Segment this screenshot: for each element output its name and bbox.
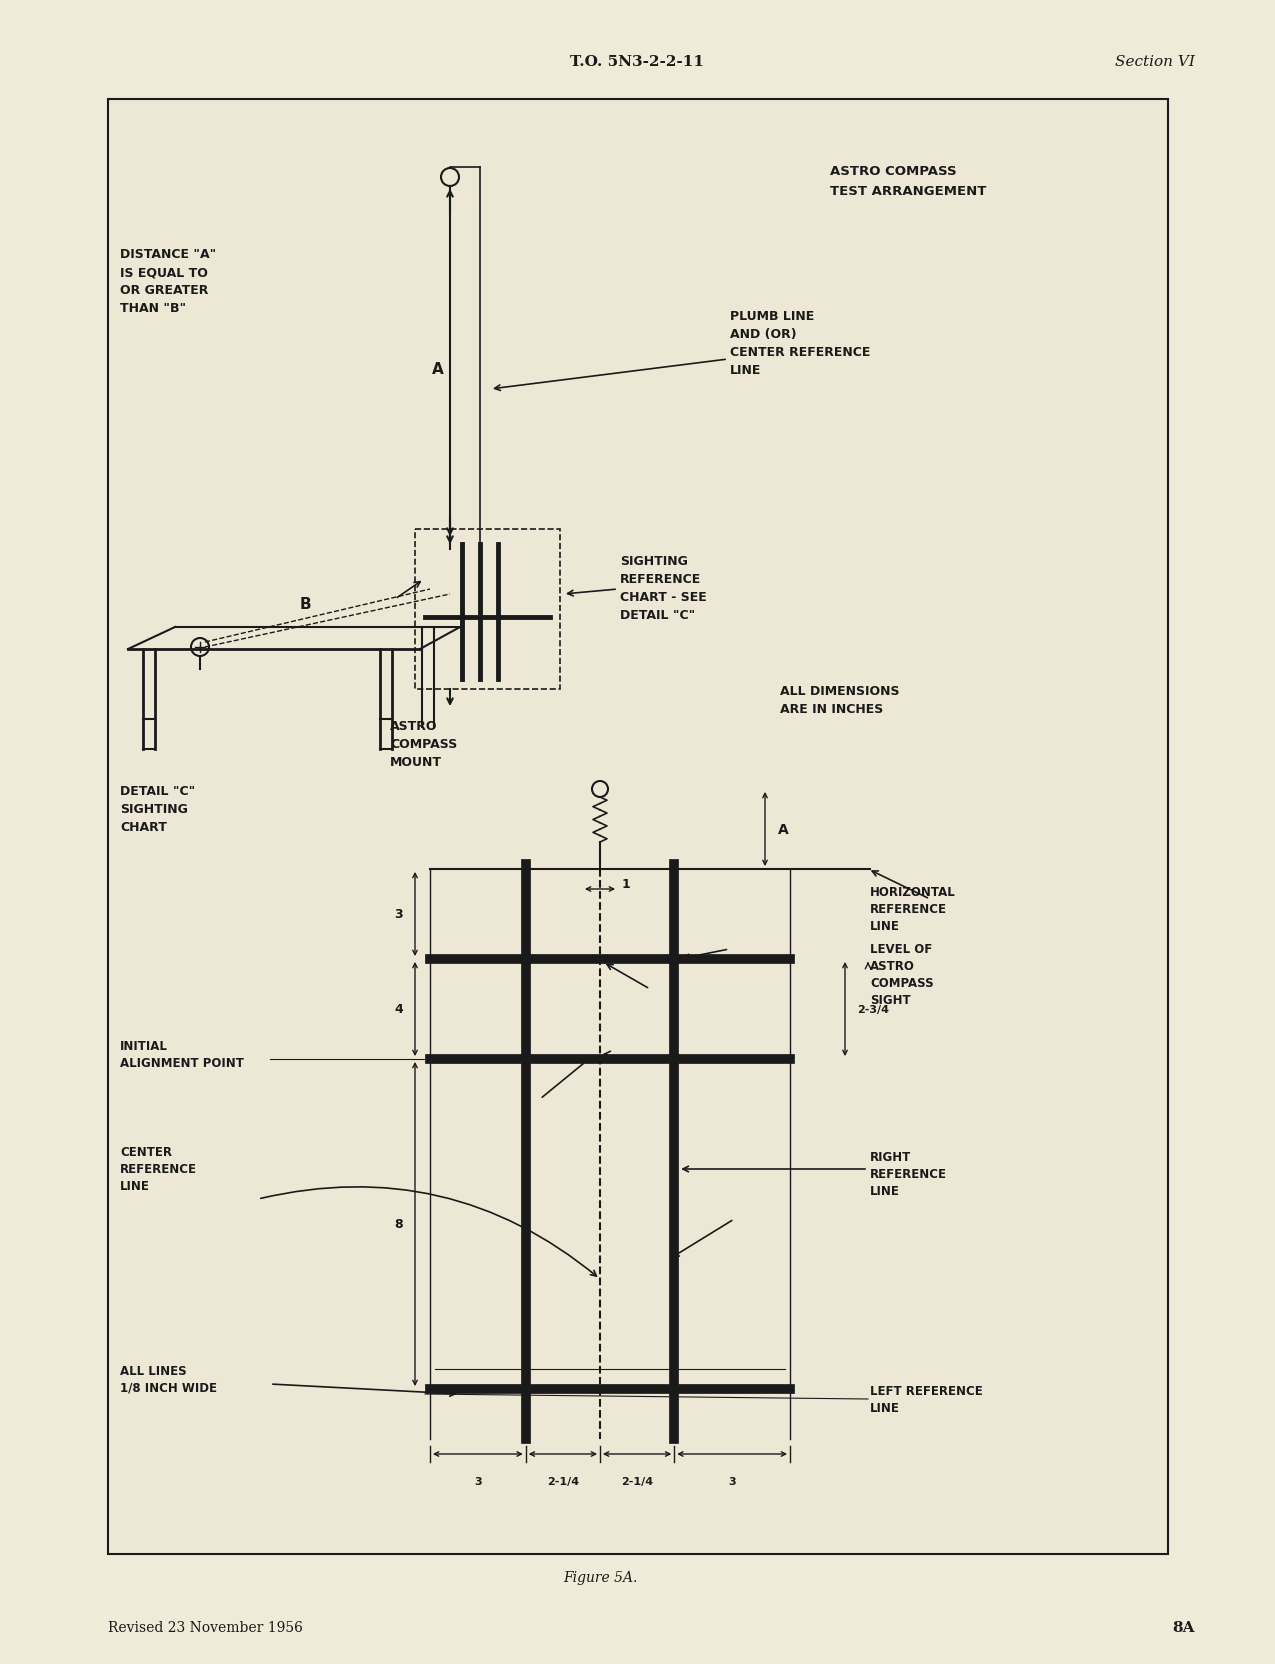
Text: TEST ARRANGEMENT: TEST ARRANGEMENT xyxy=(830,185,987,198)
Text: ASTRO
COMPASS
MOUNT: ASTRO COMPASS MOUNT xyxy=(390,719,458,769)
Text: Figure 5A.: Figure 5A. xyxy=(562,1571,638,1584)
Text: A: A xyxy=(778,822,789,837)
Text: Section VI: Section VI xyxy=(1116,55,1195,68)
Text: 2-1/4: 2-1/4 xyxy=(547,1476,579,1486)
Text: 3: 3 xyxy=(394,909,403,920)
Bar xyxy=(108,100,1168,1554)
Text: 2-3/4: 2-3/4 xyxy=(857,1005,889,1015)
Text: DETAIL "C"
SIGHTING
CHART: DETAIL "C" SIGHTING CHART xyxy=(120,784,195,834)
Text: LEVEL OF
ASTRO
COMPASS
SIGHT: LEVEL OF ASTRO COMPASS SIGHT xyxy=(870,942,933,1007)
Text: 8A: 8A xyxy=(1173,1621,1195,1634)
Text: LEFT REFERENCE
LINE: LEFT REFERENCE LINE xyxy=(870,1384,983,1414)
Text: INITIAL
ALIGNMENT POINT: INITIAL ALIGNMENT POINT xyxy=(120,1040,244,1070)
Text: HORIZONTAL
REFERENCE
LINE: HORIZONTAL REFERENCE LINE xyxy=(870,885,956,934)
Bar xyxy=(414,529,560,689)
Text: SIGHTING
REFERENCE
CHART - SEE
DETAIL "C": SIGHTING REFERENCE CHART - SEE DETAIL "C… xyxy=(620,554,706,622)
Text: ALL LINES
1/8 INCH WIDE: ALL LINES 1/8 INCH WIDE xyxy=(120,1364,217,1394)
Text: PLUMB LINE
AND (OR)
CENTER REFERENCE
LINE: PLUMB LINE AND (OR) CENTER REFERENCE LIN… xyxy=(731,310,871,376)
Text: ALL DIMENSIONS
ARE IN INCHES: ALL DIMENSIONS ARE IN INCHES xyxy=(780,684,899,716)
Text: 4: 4 xyxy=(394,1003,403,1017)
Text: T.O. 5N3-2-2-11: T.O. 5N3-2-2-11 xyxy=(570,55,704,68)
Text: 1: 1 xyxy=(622,879,631,890)
Text: ASTRO COMPASS: ASTRO COMPASS xyxy=(830,165,956,178)
Text: RIGHT
REFERENCE
LINE: RIGHT REFERENCE LINE xyxy=(870,1151,947,1198)
Text: DISTANCE "A"
IS EQUAL TO
OR GREATER
THAN "B": DISTANCE "A" IS EQUAL TO OR GREATER THAN… xyxy=(120,248,217,314)
Text: B: B xyxy=(300,597,311,612)
Text: Revised 23 November 1956: Revised 23 November 1956 xyxy=(108,1621,303,1634)
Text: 3: 3 xyxy=(728,1476,736,1486)
Text: CENTER
REFERENCE
LINE: CENTER REFERENCE LINE xyxy=(120,1146,198,1193)
Text: 8: 8 xyxy=(394,1218,403,1231)
Text: A: A xyxy=(432,363,444,378)
Text: 2-1/4: 2-1/4 xyxy=(621,1476,653,1486)
Text: 3: 3 xyxy=(474,1476,482,1486)
